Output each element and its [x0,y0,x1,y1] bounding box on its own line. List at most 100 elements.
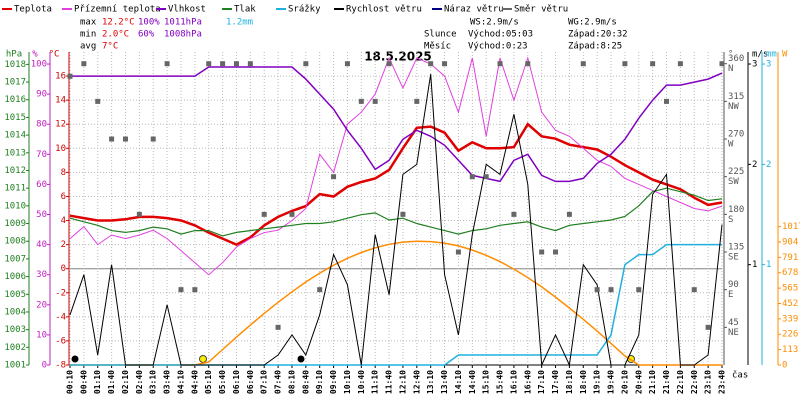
info-text: Slunce [424,30,457,40]
direction-point [344,61,350,67]
y-tick-label: 1013 [4,148,26,158]
legend-label: Přízemní teplota [74,5,161,15]
x-tick-label: 20:10 [620,370,629,394]
legend-label: Náraz větru [444,5,504,15]
y-tick-label: 1014 [4,131,26,141]
y-tick-label: 339 [782,314,798,324]
y-tick-label: 791 [782,253,798,263]
y-tick-label: 1004 [4,307,26,317]
x-tick-label: 00:40 [79,370,88,394]
y-tick-label: 1 [752,260,757,270]
stat-text: min [80,30,96,40]
direction-point [261,211,267,217]
direction-point [594,287,600,293]
info-text: Východ:05:03 [468,30,533,40]
x-tick-label: 23:40 [718,370,727,394]
y-tick-label: 1009 [4,219,26,229]
direction-point [636,287,642,293]
y-tick-label: 1016 [4,95,26,105]
x-tick-label: 13:40 [440,370,449,394]
direction-point [358,98,364,104]
direction-point [566,211,572,217]
y-tick-label: SW [728,177,739,187]
y-tick-label: 1011 [4,184,26,194]
y-tick-label: 50 [36,210,47,220]
y-tick-label: 1002 [4,343,26,353]
y-tick-label: 2 [766,160,771,170]
direction-point [192,287,198,293]
legend-label: Srážky [288,5,321,15]
stat-text: 1011hPa [164,18,202,28]
y-tick-label: 2 [61,240,66,250]
sunrise-marker [199,355,207,363]
direction-point [428,61,434,67]
direction-point [608,287,614,293]
direction-point [511,211,517,217]
direction-point [67,73,73,79]
series-line [69,74,723,367]
direction-point [483,174,489,180]
y-tick-label: -2 [55,288,66,298]
x-tick-label: 20:40 [634,370,643,394]
y-tick-label: 565 [782,284,798,294]
x-tick-label: 03:40 [163,370,172,394]
legend-label: Rychlost větru [346,5,422,15]
y-tick-label: 1015 [4,113,26,123]
x-tick-label: 04:10 [176,370,185,394]
direction-point [455,249,461,255]
x-tick-label: 02:40 [135,370,144,394]
y-tick-label: 0 [42,361,47,371]
direction-point [150,136,156,142]
x-tick-label: 09:10 [315,370,324,394]
x-tick-label: 05:40 [218,370,227,394]
stat-text: avg [80,42,96,52]
direction-point [164,61,170,67]
info-text: Měsíc [424,42,451,52]
x-tick-label: 11:40 [385,370,394,394]
y-tick-label: 2 [752,160,757,170]
direction-point [275,324,281,330]
y-tick-label: 12 [55,120,66,130]
direction-point [317,287,323,293]
x-axis-label: čas [732,370,748,381]
y-tick-label: 3 [752,60,757,70]
stat-text: 2.0°C [102,30,129,40]
series-line [69,187,723,237]
legend-label: Vlhkost [168,5,206,15]
x-tick-label: 17:10 [537,370,546,394]
stat-text: 1.2mm [226,18,253,28]
x-tick-label: 11:10 [371,370,380,394]
stat-text: 60% [138,30,155,40]
x-tick-label: 04:40 [190,370,199,394]
x-tick-label: 16:40 [523,370,532,394]
x-tick-label: 22:40 [690,370,699,394]
direction-point [220,61,226,67]
direction-point [206,61,212,67]
stat-text: 12.2°C [102,18,135,28]
y-tick-label: 70 [36,150,47,160]
y-tick-label: 90 [36,90,47,100]
legend-label: Směr větru [514,5,568,15]
x-tick-label: 13:10 [426,370,435,394]
direction-point [289,211,295,217]
x-tick-label: 14:40 [468,370,477,394]
x-tick-label: 10:10 [343,370,352,394]
axis-unit: m/s [752,50,768,60]
series-line [69,56,723,276]
y-tick-label: 80 [36,120,47,130]
stat-text: 1008hPa [164,30,202,40]
x-tick-label: 00:10 [66,370,75,394]
direction-point [469,174,475,180]
series-line [70,243,722,366]
y-tick-label: W [728,140,734,150]
y-tick-label: 60 [36,180,47,190]
y-tick-label: 1018 [4,60,26,70]
y-tick-label: SE [728,253,739,263]
direction-point [414,98,420,104]
y-tick-label: S [728,215,733,225]
y-tick-label: 30 [36,270,47,280]
info-text: WG:2.9m/s [568,18,617,28]
x-tick-label: 18:40 [579,370,588,394]
y-tick-label: 16 [55,72,66,82]
